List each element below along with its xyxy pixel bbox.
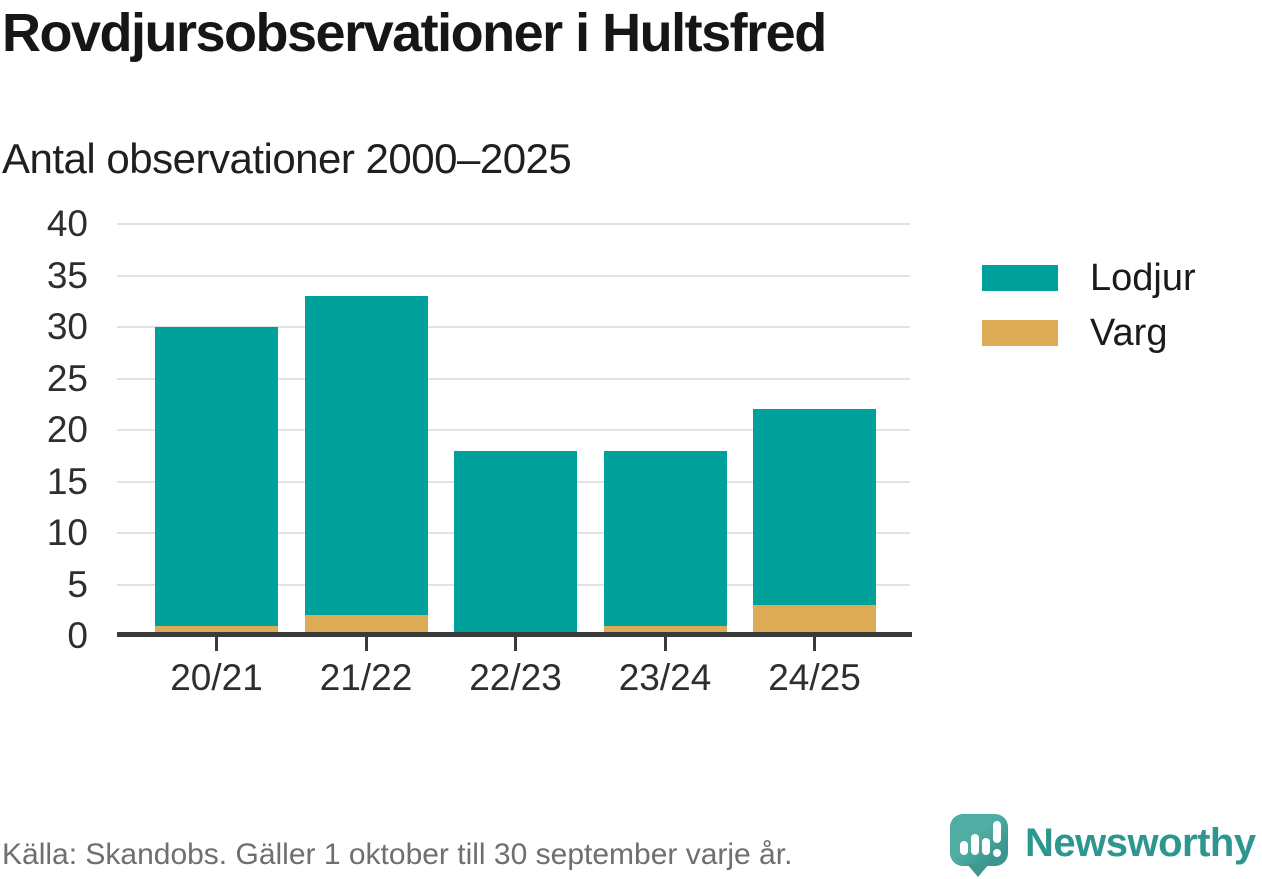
speech-bubble-tail bbox=[967, 864, 989, 877]
y-axis-label: 35 bbox=[46, 254, 88, 296]
logo-exclamation-dot bbox=[993, 849, 1001, 857]
logo-exclamation-bar bbox=[993, 821, 1001, 843]
legend-swatch-lodjur bbox=[982, 265, 1058, 291]
x-axis-tick-23/24 bbox=[663, 637, 667, 651]
bar-segment-varg-20/21 bbox=[155, 625, 278, 636]
x-axis-tick-24/25 bbox=[813, 637, 816, 651]
bar-segment-lodjur-24/25 bbox=[753, 409, 876, 606]
logo-bar-small bbox=[960, 841, 968, 855]
y-axis-label: 20 bbox=[46, 409, 88, 450]
x-axis-tick-22/23 bbox=[514, 637, 517, 651]
y-axis-label: 25 bbox=[46, 357, 88, 399]
gridline-y-20 bbox=[117, 429, 910, 431]
bar-segment-varg-23/24 bbox=[603, 625, 727, 636]
x-axis-label: 24/25 bbox=[768, 657, 861, 698]
logo-bar-medium bbox=[982, 838, 990, 855]
gridline-y-30 bbox=[117, 326, 910, 328]
legend-label: Lodjur bbox=[1090, 256, 1196, 299]
legend-item-varg: Varg bbox=[982, 311, 1196, 355]
legend-label: Varg bbox=[1090, 311, 1168, 354]
y-axis-label: 10 bbox=[46, 512, 88, 553]
x-axis-label: 22/23 bbox=[469, 657, 562, 698]
x-axis-tick-21/22 bbox=[364, 637, 368, 651]
page-subtitle: Antal observationer 2000–2025 bbox=[2, 135, 572, 182]
x-axis-line bbox=[117, 632, 912, 637]
x-axis-label: 20/21 bbox=[170, 657, 263, 698]
logo-bar-tall bbox=[971, 834, 979, 855]
bar-segment-lodjur-20/21 bbox=[155, 327, 278, 626]
gridline-y-35 bbox=[117, 274, 910, 277]
x-axis-tick-20/21 bbox=[215, 637, 218, 651]
gridline-y-25 bbox=[117, 377, 910, 380]
bar-segment-lodjur-21/22 bbox=[304, 296, 428, 616]
y-axis-label: 0 bbox=[67, 615, 88, 656]
newsworthy-wordmark: Newsworthy bbox=[1025, 821, 1256, 865]
bar-segment-varg-21/22 bbox=[304, 615, 428, 636]
bar-segment-varg-24/25 bbox=[753, 605, 876, 636]
legend: Lodjur Varg bbox=[982, 256, 1196, 366]
y-axis-label: 40 bbox=[46, 203, 88, 244]
x-axis-label: 23/24 bbox=[618, 657, 712, 698]
bar-chart-exclamation-speech-bubble-icon bbox=[950, 814, 1008, 877]
page-title: Rovdjursobservationer i Hultsfred bbox=[2, 3, 827, 63]
bar-segment-lodjur-23/24 bbox=[603, 450, 727, 626]
x-axis-label: 21/22 bbox=[319, 657, 413, 698]
newsworthy-logo: Newsworthy bbox=[950, 814, 1256, 877]
legend-item-lodjur: Lodjur bbox=[982, 256, 1196, 300]
y-axis-label: 15 bbox=[46, 460, 88, 502]
gridline-y-40 bbox=[117, 223, 910, 225]
legend-swatch-varg bbox=[982, 320, 1058, 346]
source-note: Källa: Skandobs. Gäller 1 oktober till 3… bbox=[2, 838, 793, 871]
y-axis-label: 5 bbox=[67, 563, 88, 605]
bar-segment-lodjur-22/23 bbox=[454, 450, 577, 636]
y-axis-label: 30 bbox=[46, 306, 88, 347]
